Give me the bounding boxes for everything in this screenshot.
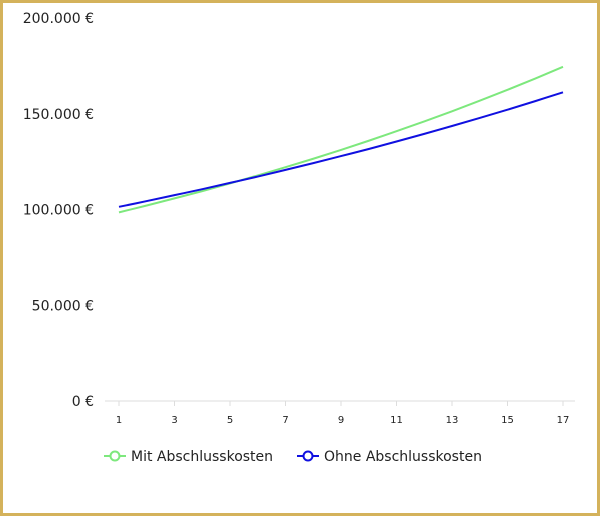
y-tick-label: 50.000 € xyxy=(32,298,94,314)
legend-label: Ohne Abschlusskosten xyxy=(324,449,482,465)
x-tick-label: 1 xyxy=(116,415,122,426)
y-axis-ticks: 0 € 50.000 € 100.000 € 150.000 € 200.000 € xyxy=(23,11,94,410)
legend-item-ohne-abschlusskosten[interactable]: Ohne Abschlusskosten xyxy=(297,449,482,465)
x-tick-label: 17 xyxy=(557,415,570,426)
x-tick-label: 13 xyxy=(446,415,459,426)
legend[interactable]: Mit Abschlusskosten Ohne Abschlusskosten xyxy=(104,449,482,465)
x-tick-label: 7 xyxy=(282,415,288,426)
x-tick-label: 15 xyxy=(501,415,514,426)
y-tick-label: 200.000 € xyxy=(23,11,94,27)
x-tick-label: 3 xyxy=(171,415,177,426)
x-axis-ticks: 1 3 5 7 9 11 13 15 17 xyxy=(116,401,570,426)
x-tick-label: 11 xyxy=(390,415,403,426)
series-line-mit-abschlusskosten xyxy=(118,65,564,214)
y-tick-label: 150.000 € xyxy=(23,107,94,123)
series-line-ohne-abschlusskosten xyxy=(118,91,564,208)
y-tick-label: 100.000 € xyxy=(23,203,94,219)
legend-label: Mit Abschlusskosten xyxy=(131,449,273,465)
x-tick-label: 5 xyxy=(227,415,233,426)
legend-marker-icon xyxy=(109,450,121,462)
y-tick-label: 0 € xyxy=(72,394,94,410)
x-tick-label: 9 xyxy=(338,415,344,426)
series-lines xyxy=(118,65,564,214)
legend-marker-icon xyxy=(302,450,314,462)
legend-item-mit-abschlusskosten[interactable]: Mit Abschlusskosten xyxy=(104,449,273,465)
